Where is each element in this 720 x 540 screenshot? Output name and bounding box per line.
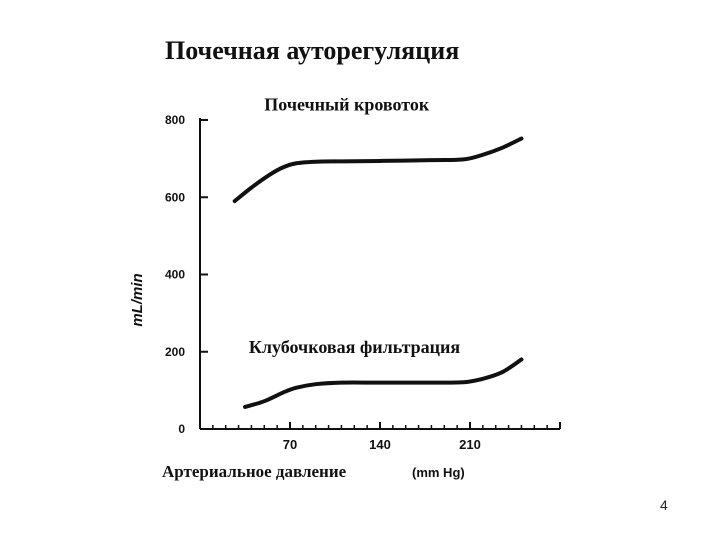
renal-blood-flow-curve (232, 136, 524, 204)
y-tick-label-800: 800 (165, 113, 185, 127)
y-tick-label-200: 200 (165, 345, 185, 359)
x-tick-label-70: 70 (283, 437, 297, 452)
page-number: 4 (660, 497, 668, 513)
y-tick-label-600: 600 (165, 190, 185, 204)
y-tick-label-400: 400 (165, 268, 185, 282)
chart-labels: Почечный кровоток Клубочковая фильтрация m… (129, 94, 465, 481)
renal-blood-flow-label: Почечный кровоток (264, 94, 430, 114)
y-tick-label-0: 0 (178, 422, 185, 436)
y-axis-label: mL/min (129, 273, 146, 326)
chart-series (232, 136, 524, 409)
glomerular-filtration-label: Клубочковая фильтрация (249, 337, 461, 357)
glomerular-filtration-curve (243, 357, 524, 409)
x-tick-label-140: 140 (369, 437, 391, 452)
slide-title: Почечная ауторегуляция (165, 36, 460, 65)
chart-ticks: 0 200 400 600 800 70 140 210 (165, 113, 548, 452)
x-axis-label: Артериальное давление (162, 462, 347, 481)
x-axis-unit: (mm Hg) (412, 465, 465, 480)
x-tick-label-210: 210 (459, 437, 481, 452)
